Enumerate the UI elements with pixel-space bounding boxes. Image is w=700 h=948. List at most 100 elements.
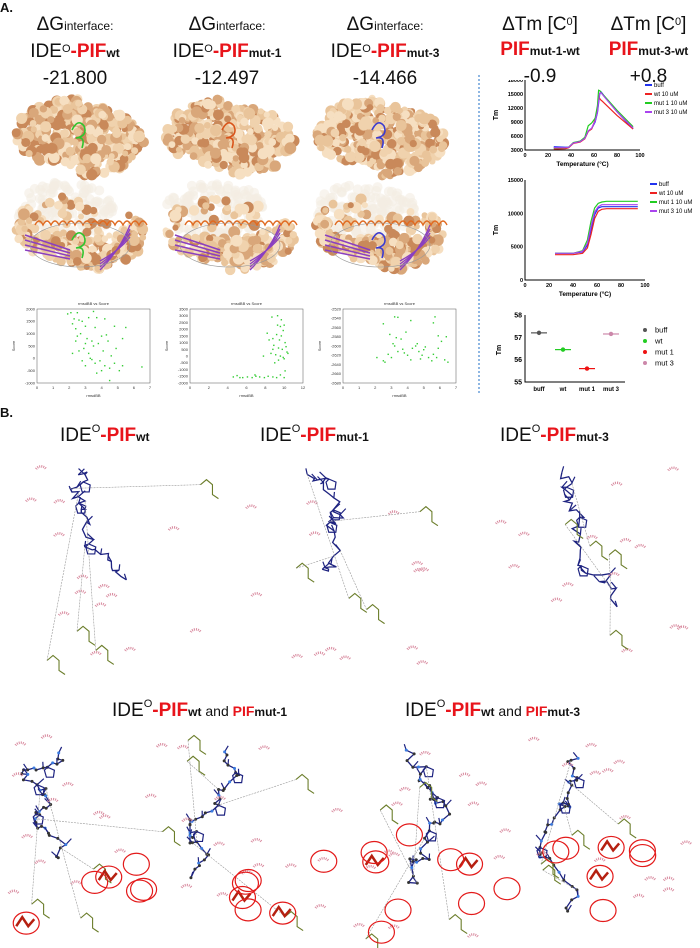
hydrophobic-contact — [417, 567, 430, 572]
mean-point-mut-3 — [608, 331, 614, 337]
highlight-circle — [395, 823, 424, 847]
complex-name: IDE — [405, 700, 437, 721]
data-point — [84, 342, 87, 345]
data-point — [232, 376, 235, 378]
residue-sidechain — [419, 781, 438, 802]
data-point — [255, 375, 257, 377]
data-point — [107, 340, 109, 342]
complex-superscript: O — [204, 43, 213, 55]
data-point — [273, 344, 275, 347]
hydrophobic-contact — [508, 564, 521, 569]
hydrophobic-contact — [589, 770, 602, 776]
y-tick-label: -1000 — [25, 380, 36, 385]
complex-superscript: O — [91, 423, 101, 435]
data-point — [96, 372, 98, 374]
pif-label: -PIF — [212, 41, 249, 62]
x-tick-label: 80 — [618, 283, 624, 289]
legend-label: mut 1 — [655, 348, 674, 357]
variant-label: mut-3-wt — [638, 44, 689, 58]
hydrophobic-contact — [562, 582, 575, 588]
header-value: -21.800 — [42, 68, 108, 89]
hydrophobic-contact — [331, 807, 344, 813]
data-point — [390, 356, 393, 359]
y-axis-label: Tm — [496, 345, 503, 356]
y-tick-label: 18000 — [508, 80, 523, 84]
and-text: and — [494, 703, 526, 719]
data-point — [272, 376, 274, 378]
complex-name: IDE — [500, 425, 532, 446]
hydrophobic-contact — [14, 741, 27, 747]
legend-label: mut 3 10 uM — [659, 209, 692, 215]
header-value-row: -0.9 — [484, 64, 596, 89]
x-tick-label: 2 — [374, 385, 377, 390]
data-point — [92, 345, 95, 347]
highlight-circle — [231, 871, 260, 895]
plot-frame — [189, 308, 304, 384]
highlight-circle — [586, 864, 614, 889]
hydrophobic-contact — [46, 797, 59, 803]
ligand-bonds — [559, 472, 618, 608]
hydrophobic-contact — [561, 762, 574, 768]
hydrophobic-contact — [285, 863, 298, 869]
y-tick-label: 2500 — [179, 320, 189, 325]
hydrogen-bond — [192, 842, 286, 917]
header-value: -12.497 — [194, 68, 260, 89]
data-point — [283, 324, 285, 326]
x-tick-label: 6 — [133, 385, 136, 390]
header-value: +0.8 — [629, 66, 668, 87]
highlight-circle — [457, 891, 486, 916]
y-axis-label: Score — [11, 340, 16, 351]
y-tick-label: 3500 — [179, 306, 189, 311]
data-point — [400, 338, 402, 340]
data-point — [387, 353, 389, 356]
hydrophobic-contact — [388, 852, 401, 857]
hydrogen-bond — [35, 818, 163, 832]
metric-symbol: ΔTm [C — [502, 14, 567, 35]
hydrophobic-contact — [62, 782, 75, 787]
highlight-circle — [81, 870, 109, 894]
variant-label: wt — [136, 430, 150, 444]
data-point — [91, 340, 93, 342]
ligplot-title-mut-1: IDEO-PIFmut-1 — [260, 423, 369, 447]
y-tick-label: 2000 — [26, 306, 36, 311]
hydrophobic-contact — [76, 574, 89, 580]
residue-sidechain — [348, 592, 368, 613]
ligplot-wt — [25, 465, 219, 675]
scatter-title: rmsdBB vs Score — [231, 301, 263, 306]
variant-label: wt — [188, 705, 202, 719]
hydrophobic-contact — [353, 922, 366, 928]
x-tick-label: 20 — [546, 283, 552, 289]
hydrogen-bond — [609, 574, 611, 636]
variant-label: mut-1-wt — [529, 44, 580, 58]
series-line-mut-3-10-uM — [553, 91, 634, 149]
metric-end: ] — [681, 14, 687, 35]
highlight-circle — [12, 911, 40, 935]
complex-name: IDE — [60, 425, 92, 446]
x-axis-label: rmsdBB — [392, 393, 407, 398]
x-tick-label: wt — [559, 387, 567, 393]
series-line-wt-10-uM — [553, 94, 634, 150]
data-point — [282, 329, 284, 332]
data-point — [406, 354, 409, 356]
highlight-circle — [122, 852, 150, 876]
y-tick-label: -2000 — [178, 380, 189, 385]
hydrophobic-contact — [250, 838, 263, 843]
header-1: ΔGinterface: IDEO-PIFmut-1 -12.497 — [152, 12, 302, 91]
data-point — [432, 322, 435, 324]
data-point — [271, 316, 273, 318]
hydrophobic-contact — [40, 734, 53, 740]
metric-subscript: interface: — [374, 19, 424, 33]
header-0: ΔGinterface: IDEO-PIFwt -21.800 — [0, 12, 150, 91]
hydrophobic-contact — [7, 889, 20, 895]
hydrophobic-contact — [467, 801, 480, 807]
and-text: and — [201, 703, 233, 719]
header-value-row: -12.497 — [152, 66, 302, 91]
data-point — [267, 375, 269, 377]
hydrogen-bond — [306, 474, 350, 599]
complex-superscript: O — [362, 43, 371, 55]
data-point — [66, 313, 69, 315]
x-tick-label: mut 1 — [579, 387, 596, 393]
axes — [524, 315, 625, 383]
protein-surface-full-0 — [11, 94, 149, 181]
hydrophobic-contact — [189, 628, 202, 633]
